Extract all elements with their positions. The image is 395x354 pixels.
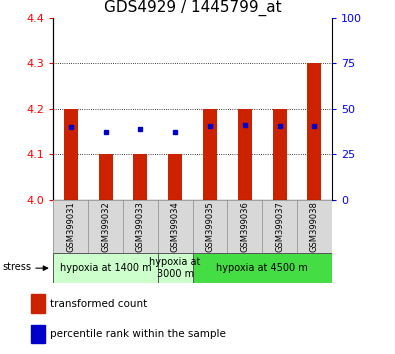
Bar xyxy=(262,200,297,253)
Text: GSM399038: GSM399038 xyxy=(310,201,319,252)
Text: hypoxia at
3000 m: hypoxia at 3000 m xyxy=(149,257,201,279)
Bar xyxy=(158,253,193,283)
Text: GSM399035: GSM399035 xyxy=(205,201,214,252)
Text: GSM399036: GSM399036 xyxy=(240,201,249,252)
Bar xyxy=(168,154,182,200)
Text: stress: stress xyxy=(3,262,32,272)
Text: transformed count: transformed count xyxy=(51,298,148,309)
Title: GDS4929 / 1445799_at: GDS4929 / 1445799_at xyxy=(104,0,281,16)
Text: GSM399034: GSM399034 xyxy=(171,201,180,252)
Bar xyxy=(88,200,123,253)
Bar xyxy=(123,200,158,253)
Bar xyxy=(193,200,228,253)
Bar xyxy=(193,253,332,283)
Bar xyxy=(273,109,286,200)
Bar xyxy=(53,253,158,283)
Bar xyxy=(99,154,113,200)
Bar xyxy=(297,200,332,253)
Bar xyxy=(53,200,88,253)
Text: hypoxia at 1400 m: hypoxia at 1400 m xyxy=(60,263,151,273)
Bar xyxy=(64,109,78,200)
Bar xyxy=(203,109,217,200)
Text: GSM399037: GSM399037 xyxy=(275,201,284,252)
Text: GSM399032: GSM399032 xyxy=(101,201,110,252)
Text: GSM399033: GSM399033 xyxy=(136,201,145,252)
Bar xyxy=(134,154,147,200)
Bar xyxy=(228,200,262,253)
Text: percentile rank within the sample: percentile rank within the sample xyxy=(51,329,226,339)
Text: GSM399031: GSM399031 xyxy=(66,201,75,252)
Bar xyxy=(238,109,252,200)
Bar xyxy=(158,200,193,253)
Bar xyxy=(31,325,45,343)
Text: hypoxia at 4500 m: hypoxia at 4500 m xyxy=(216,263,308,273)
Bar xyxy=(31,295,45,313)
Bar xyxy=(307,63,322,200)
